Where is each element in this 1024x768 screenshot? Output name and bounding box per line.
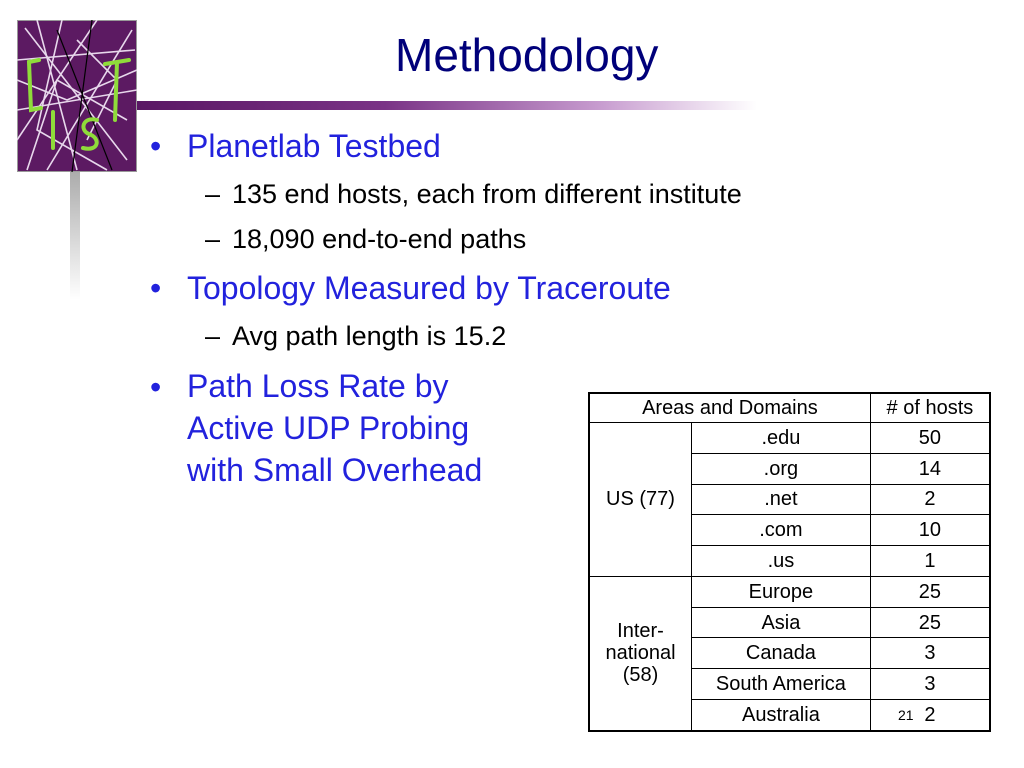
hosts-cell: 25 bbox=[869, 575, 991, 608]
bullet-path-loss-line-3: with Small Overhead bbox=[187, 452, 483, 488]
hosts-cell: 3 bbox=[869, 637, 991, 670]
hosts-cell: 2 bbox=[869, 483, 991, 516]
hosts-cell: 2 bbox=[869, 699, 991, 732]
bullet-path-loss-line-2: Active UDP Probing bbox=[187, 410, 470, 446]
domain-cell: .net bbox=[691, 483, 871, 516]
domain-cell: Europe bbox=[691, 575, 871, 608]
hosts-cell: 3 bbox=[869, 668, 991, 701]
domain-cell: South America bbox=[691, 668, 871, 701]
table-row: .org 14 bbox=[589, 452, 991, 485]
hosts-cell: 50 bbox=[869, 422, 991, 454]
domain-cell: .org bbox=[691, 452, 871, 485]
dash-glyph: – bbox=[205, 179, 221, 209]
sub-bullet-text: 18,090 end-to-end paths bbox=[232, 224, 527, 254]
page-number: 21 bbox=[898, 707, 914, 723]
bullet-path-loss-line-1: Path Loss Rate by bbox=[187, 368, 449, 404]
table-row: Asia 25 bbox=[589, 606, 991, 639]
bullet-text: Planetlab Testbed bbox=[187, 128, 441, 164]
bullet-glyph: • bbox=[150, 270, 162, 306]
logo-shadow bbox=[70, 120, 80, 300]
domain-cell: Canada bbox=[691, 637, 871, 670]
table-row: Inter- national (58) Europe 25 bbox=[588, 575, 991, 732]
domain-cell: .edu bbox=[691, 422, 871, 454]
group-label-line: (58) bbox=[622, 664, 659, 687]
title-rule bbox=[137, 101, 757, 110]
dash-glyph: – bbox=[205, 321, 221, 351]
hosts-cell: 1 bbox=[869, 545, 991, 577]
bullet-text: Topology Measured by Traceroute bbox=[187, 270, 671, 306]
sub-bullet-text: Avg path length is 15.2 bbox=[232, 321, 507, 351]
hosts-cell: 10 bbox=[869, 514, 991, 547]
hosts-cell: 14 bbox=[869, 452, 991, 485]
domain-cell: Asia bbox=[691, 606, 871, 639]
domain-cell: .us bbox=[691, 545, 871, 577]
domain-cell: Australia bbox=[691, 699, 871, 732]
header-num-hosts: # of hosts bbox=[869, 392, 991, 423]
table-row: South America 3 bbox=[589, 668, 991, 701]
lit-logo bbox=[17, 20, 137, 172]
group-us-label: US (77) bbox=[588, 422, 693, 577]
hosts-table: Areas and Domains # of hosts US (77) .ed… bbox=[588, 392, 991, 732]
table-row: .com 10 bbox=[589, 514, 991, 547]
slide-title: Methodology bbox=[395, 29, 659, 81]
dash-glyph: – bbox=[205, 224, 221, 254]
domain-cell: .com bbox=[691, 514, 871, 547]
table-row: .net 2 bbox=[589, 483, 991, 516]
bullet-glyph: • bbox=[150, 128, 162, 164]
group-international-label: Inter- national (58) bbox=[588, 575, 693, 732]
header-areas-domains: Areas and Domains bbox=[588, 392, 871, 423]
table-header-row: Areas and Domains # of hosts bbox=[588, 392, 991, 423]
bullet-glyph: • bbox=[150, 369, 162, 405]
sub-bullet-text: 135 end hosts, each from different insti… bbox=[232, 179, 742, 209]
table-row: Australia 2 bbox=[589, 699, 991, 732]
table-row: Canada 3 bbox=[589, 637, 991, 670]
hosts-cell: 25 bbox=[869, 606, 991, 639]
group-label-line: Inter- bbox=[617, 620, 664, 643]
table-row: US (77) .edu 50 bbox=[588, 422, 991, 577]
group-label-line: national bbox=[605, 642, 676, 665]
